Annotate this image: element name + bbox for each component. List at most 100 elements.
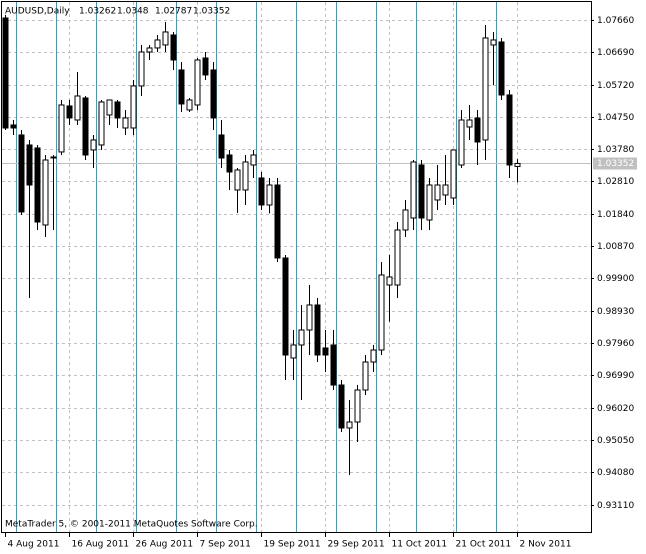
y-tick-label: 1.06690 (597, 48, 634, 58)
candle-body (130, 85, 137, 129)
y-tick-label: 1.03780 (597, 145, 634, 155)
candle-body (82, 97, 89, 156)
header-open: 1.03262 (79, 7, 116, 17)
x-tick-label: 2 Nov 2011 (520, 540, 572, 550)
candle-body (274, 184, 281, 259)
candle-body (250, 154, 257, 166)
candle-body (282, 257, 289, 356)
candle-body (114, 101, 121, 119)
y-tick-label: 1.04750 (597, 113, 634, 123)
candle-body (154, 39, 161, 49)
candle-body (442, 184, 449, 196)
symbol-title: AUDUSD,Daily (5, 7, 70, 17)
y-tick-label: 0.93110 (597, 501, 634, 511)
candle-body (34, 147, 41, 223)
candle-body (226, 154, 233, 173)
y-tick-label: 1.01840 (597, 210, 634, 220)
candle-body (378, 274, 385, 351)
y-tick-label: 0.94080 (597, 468, 634, 478)
candle-body (242, 161, 249, 191)
candle-body (314, 304, 321, 356)
header-close: 1.03352 (193, 7, 230, 17)
candle-body (218, 134, 225, 159)
y-tick-label: 0.95050 (597, 436, 634, 446)
candle-body (490, 39, 497, 46)
candle-body (370, 349, 377, 363)
candle-body (466, 119, 473, 128)
candle-body (58, 104, 65, 153)
candle-body (194, 59, 201, 106)
candle-body (514, 162, 521, 167)
header-low: 1.02787 (155, 7, 192, 17)
candle-body (18, 134, 25, 213)
candle-body (346, 421, 353, 429)
candle-body (90, 139, 97, 151)
candle-body (338, 384, 345, 429)
candle-body (170, 34, 177, 61)
candle-body (290, 344, 297, 359)
candle-body (66, 105, 73, 119)
plot-frame (1, 1, 592, 533)
watermark: MetaTrader 5, © 2001-2011 MetaQuotes Sof… (5, 520, 258, 530)
candle-body (482, 37, 489, 141)
candle-body (298, 329, 305, 346)
y-tick-label: 0.96990 (597, 371, 634, 381)
y-tick-label: 1.05720 (597, 81, 634, 91)
candle-body (210, 69, 217, 119)
x-tick-label: 26 Aug 2011 (136, 540, 194, 550)
candle-body (418, 164, 425, 219)
candle-body (98, 101, 105, 146)
candle-body (258, 177, 265, 206)
candle-body (330, 344, 337, 386)
current-price-label: 1.03352 (597, 159, 634, 169)
candle-body (458, 119, 465, 166)
candle-body (266, 184, 273, 206)
candle-body (306, 304, 313, 331)
y-tick-label: 1.07660 (597, 16, 634, 26)
candle-body (74, 95, 81, 121)
candle-body (138, 51, 145, 87)
y-tick-label: 1.02810 (597, 177, 634, 187)
candle-body (354, 389, 361, 423)
y-tick-label: 0.98930 (597, 307, 634, 317)
candle-body (178, 69, 185, 105)
candle-body (322, 347, 329, 356)
candle-body (50, 156, 57, 159)
candle-body (394, 229, 401, 286)
candle-body (162, 31, 169, 46)
candle-body (402, 209, 409, 231)
current-price-badge (593, 157, 637, 170)
x-tick-label: 7 Sep 2011 (200, 540, 251, 550)
candle-body (426, 184, 433, 221)
header-high: 1.0348 (117, 7, 149, 17)
x-tick-label: 29 Sep 2011 (328, 540, 385, 550)
y-tick-label: 0.96020 (597, 404, 634, 414)
x-tick-label: 4 Aug 2011 (8, 540, 60, 550)
candle-body (434, 184, 441, 201)
candle-body (26, 144, 33, 186)
candle-body (10, 124, 17, 129)
y-tick-label: 1.00870 (597, 242, 634, 252)
x-tick-label: 19 Sep 2011 (264, 540, 321, 550)
candle-body (42, 159, 49, 226)
candle-body (410, 161, 417, 219)
x-tick-label: 11 Oct 2011 (392, 540, 448, 550)
candle-body (106, 99, 113, 116)
plot-area (2, 2, 591, 532)
candle-body (234, 169, 241, 191)
candle-body (474, 117, 481, 143)
candle-body (362, 361, 369, 391)
candle-body (386, 276, 393, 286)
y-tick-label: 0.99900 (597, 274, 634, 284)
x-tick-label: 16 Aug 2011 (72, 540, 130, 550)
candle-body (202, 57, 209, 76)
candle-body (122, 117, 129, 129)
candle-body (450, 149, 457, 199)
y-tick-label: 0.97960 (597, 339, 634, 349)
candle-body (2, 17, 9, 129)
candle-body (498, 41, 505, 96)
candle-body (506, 94, 513, 166)
candle-body (146, 47, 153, 53)
